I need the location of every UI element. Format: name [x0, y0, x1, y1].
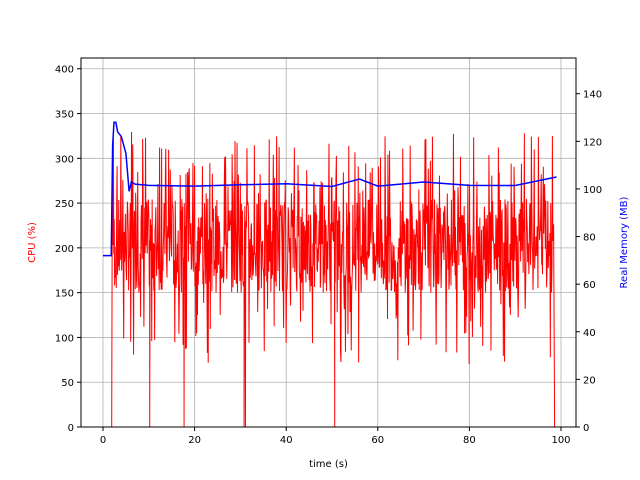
y-tick-label: 100: [55, 333, 74, 344]
y-tick-label: 200: [55, 244, 74, 255]
x-tick-label: 100: [551, 435, 570, 446]
x-tick-label: 0: [100, 435, 106, 446]
y-tick-label: 300: [55, 154, 74, 165]
y-right-tick-label: 0: [583, 423, 589, 434]
x-tick-label: 60: [371, 435, 384, 446]
plot-frame: [80, 57, 577, 428]
y-right-tick-label: 60: [583, 280, 596, 291]
y-right-axis-label: Real Memory (MB): [619, 196, 630, 288]
x-tick-label: 40: [280, 435, 293, 446]
y-tick-label: 350: [55, 110, 74, 121]
y-tick-label: 150: [55, 289, 74, 300]
y-tick-label: 50: [61, 378, 74, 389]
y-right-tick-label: 80: [583, 233, 596, 244]
y-right-tick-label: 120: [583, 137, 602, 148]
memory-line: [103, 121, 557, 257]
y-axis-label: CPU (%): [27, 222, 38, 263]
y-right-tick-label: 20: [583, 375, 596, 386]
y-right-tick-label: 100: [583, 185, 602, 196]
y-tick-label: 250: [55, 199, 74, 210]
y-tick-label: 400: [55, 65, 74, 76]
x-tick-label: 80: [463, 435, 476, 446]
y-tick-label: 0: [68, 423, 74, 434]
x-axis-label: time (s): [309, 459, 348, 470]
y-right-tick-label: 40: [583, 328, 596, 339]
cpu-line: [103, 132, 556, 428]
y-right-tick-label: 140: [583, 90, 602, 101]
x-tick-label: 20: [188, 435, 201, 446]
